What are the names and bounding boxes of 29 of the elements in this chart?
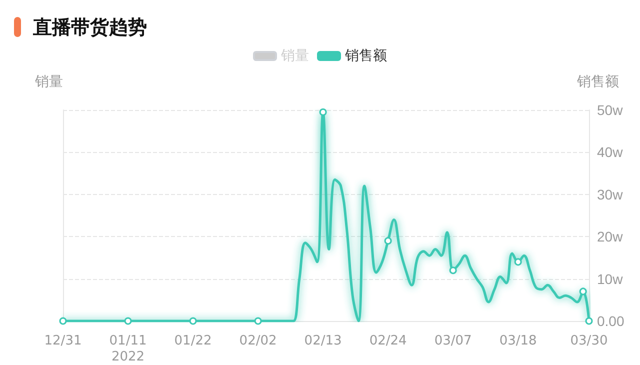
y2-tick-label: 50w — [597, 102, 624, 118]
y2-tick-label: 0.00 — [597, 313, 624, 329]
point — [585, 317, 593, 325]
point — [124, 317, 132, 325]
chart-title: 直播带货趋势 — [32, 16, 147, 38]
x-tick-label: 03/18 — [499, 334, 537, 348]
x-tick-label: 02/24 — [369, 334, 407, 348]
y2-tick-label: 10w — [597, 270, 624, 287]
y2-axis-title: 销售额 — [576, 73, 619, 89]
x-tick-label: 02/02 — [239, 334, 277, 348]
x-tick-label: 03/07 — [434, 334, 472, 348]
x-tick-label: 02/13 — [304, 334, 342, 348]
x-tick-label: 01/11 2022 — [109, 334, 147, 364]
y2-tick-label: 40w — [597, 144, 624, 160]
point — [449, 266, 457, 274]
point — [59, 317, 67, 325]
point — [189, 317, 197, 325]
point — [254, 317, 262, 325]
y2-tick-label: 20w — [597, 228, 624, 245]
point — [319, 108, 327, 116]
point — [514, 258, 522, 266]
legend-label: 销售额 — [344, 48, 387, 64]
x-tick-label: 12/31 — [44, 334, 82, 348]
y-axis-title: 销量 — [34, 73, 63, 89]
x-tick-label: 03/30 — [570, 334, 608, 348]
x-tick-label: 01/22 — [174, 334, 212, 348]
point — [384, 237, 392, 245]
y2-tick-label: 30w — [597, 186, 624, 202]
point — [579, 288, 587, 296]
